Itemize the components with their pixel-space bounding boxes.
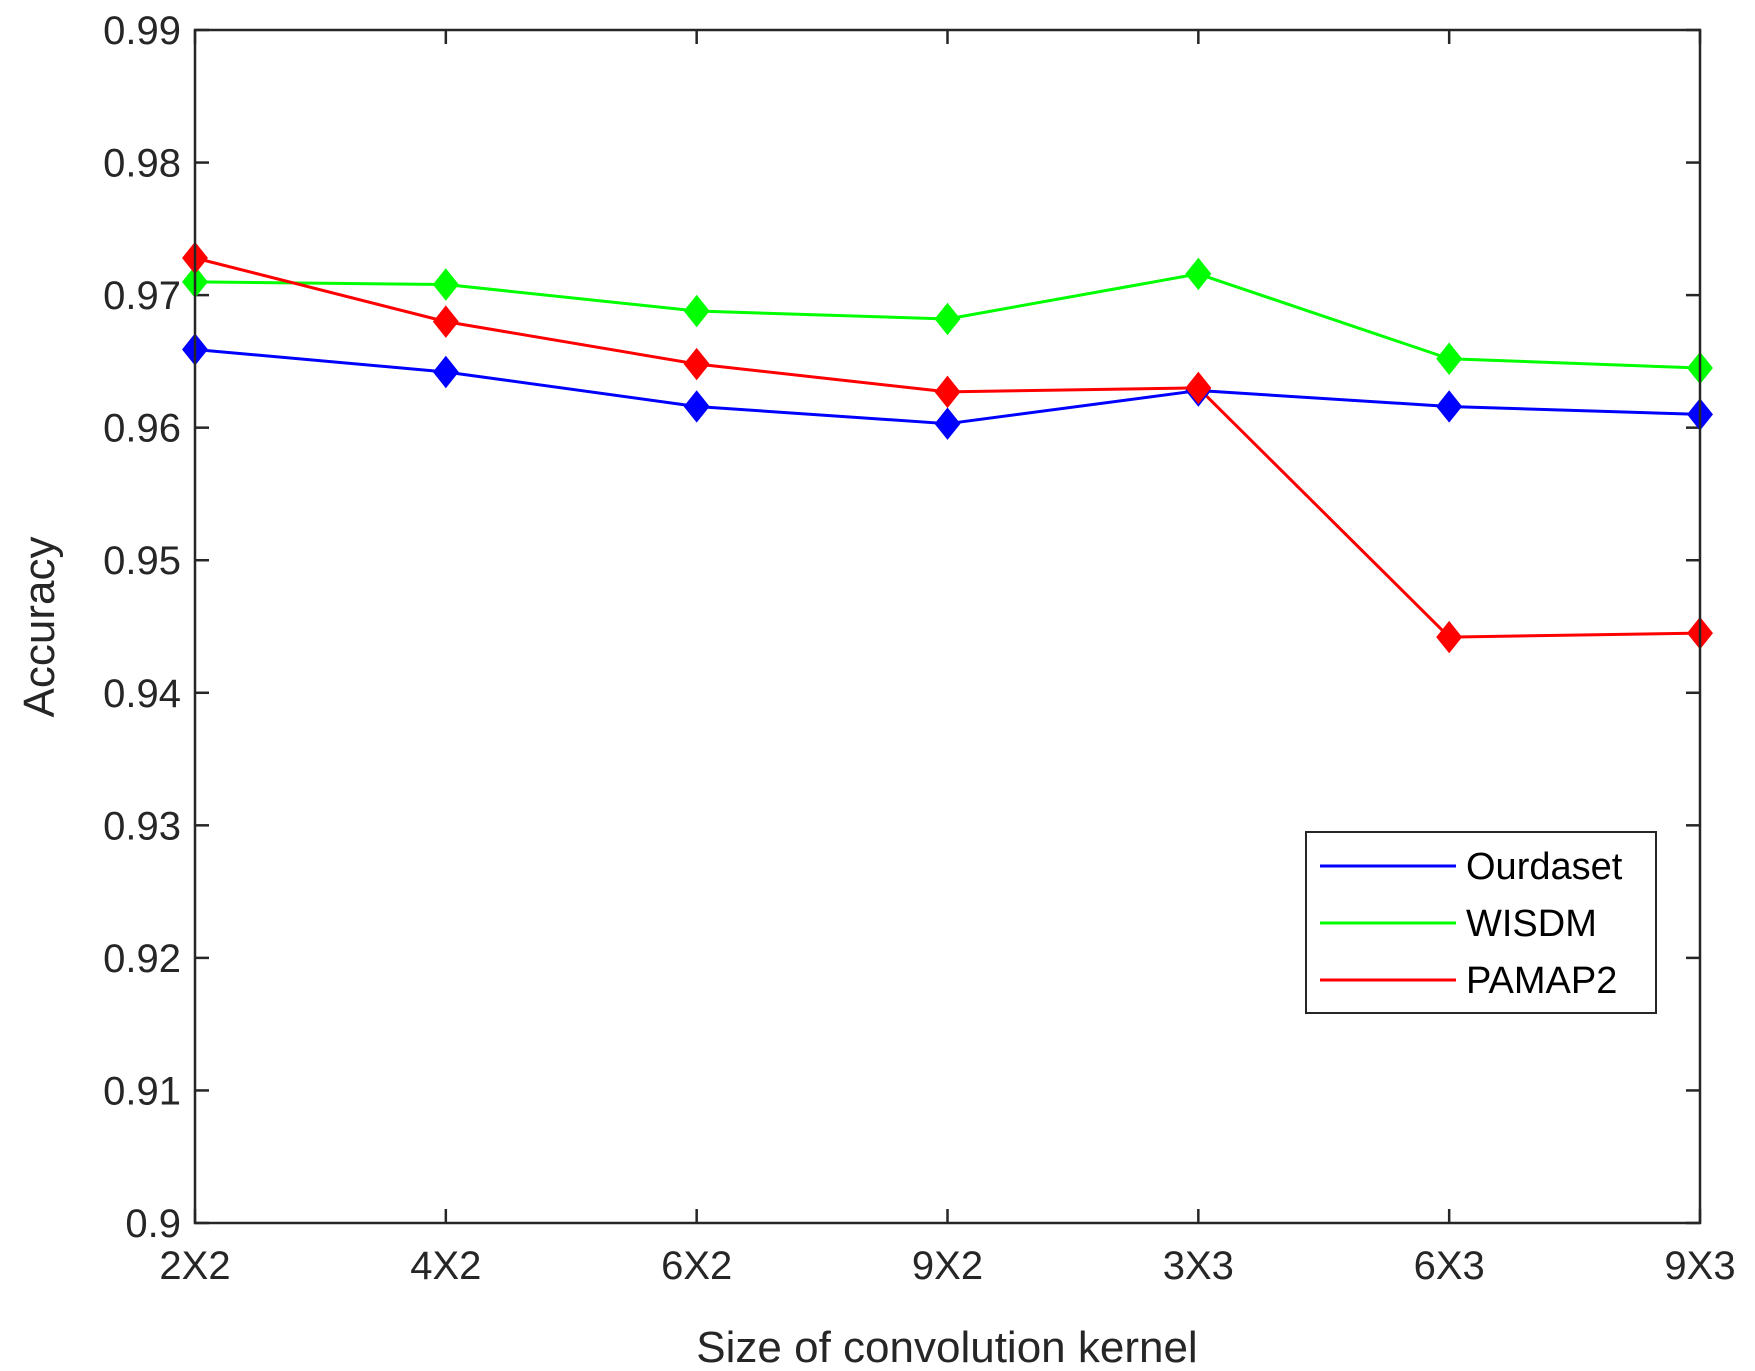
legend-label-wisdm: WISDM bbox=[1466, 903, 1597, 945]
y-tick-label: 0.96 bbox=[103, 407, 181, 451]
x-tick-label: 3X3 bbox=[1163, 1244, 1234, 1288]
legend: Ourdaset WISDM PAMAP2 bbox=[1305, 831, 1657, 1014]
x-tick-label: 9X3 bbox=[1664, 1244, 1735, 1288]
y-tick-label: 0.9 bbox=[125, 1202, 181, 1246]
x-tick-labels: 2X2 4X2 6X2 9X2 3X3 6X3 9X3 bbox=[159, 1244, 1735, 1288]
data-point-ourdaset bbox=[432, 355, 459, 389]
y-tick-label: 0.97 bbox=[103, 274, 181, 318]
data-point-pamap2 bbox=[683, 347, 710, 381]
x-tick-label: 9X2 bbox=[912, 1244, 983, 1288]
y-tick-label: 0.91 bbox=[103, 1069, 181, 1113]
data-point-ourdaset bbox=[683, 390, 710, 423]
legend-label-ourdaset: Ourdaset bbox=[1466, 846, 1623, 888]
data-point-pamap2 bbox=[1436, 620, 1463, 654]
data-point-pamap2 bbox=[432, 305, 459, 338]
y-tick-label: 0.94 bbox=[103, 672, 181, 716]
y-tick-label: 0.93 bbox=[103, 804, 181, 848]
data-point-pamap2 bbox=[934, 375, 961, 409]
x-axis-label: Size of convolution kernel bbox=[696, 1323, 1197, 1371]
y-tick-label: 0.98 bbox=[103, 142, 181, 186]
legend-label-pamap2: PAMAP2 bbox=[1466, 960, 1617, 1002]
y-axis-label: Accuracy bbox=[15, 537, 64, 718]
x-tick-label: 2X2 bbox=[159, 1244, 230, 1288]
data-point-wisdm bbox=[1436, 342, 1463, 375]
x-tick-label: 6X2 bbox=[661, 1244, 732, 1288]
data-point-pamap2 bbox=[1185, 371, 1212, 405]
plot-frame bbox=[193, 28, 1702, 1225]
data-point-wisdm bbox=[934, 302, 961, 336]
y-tick-label: 0.99 bbox=[103, 9, 181, 53]
data-point-ourdaset bbox=[934, 407, 961, 440]
data-point-wisdm bbox=[432, 268, 459, 301]
axis-ticks bbox=[193, 28, 1702, 1225]
plot-area bbox=[195, 30, 1700, 1223]
data-point-wisdm bbox=[1185, 257, 1212, 291]
data-point-ourdaset bbox=[1436, 390, 1463, 423]
data-point-wisdm bbox=[683, 294, 710, 328]
y-tick-labels: 0.9 0.91 0.92 0.93 0.94 0.95 0.96 0.97 0.98 0.99 bbox=[103, 9, 181, 1246]
x-tick-label: 4X2 bbox=[410, 1244, 481, 1288]
x-tick-label: 6X3 bbox=[1414, 1244, 1485, 1288]
y-tick-label: 0.95 bbox=[103, 539, 181, 583]
y-tick-label: 0.92 bbox=[103, 937, 181, 981]
